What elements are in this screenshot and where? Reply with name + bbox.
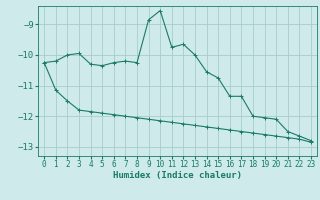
X-axis label: Humidex (Indice chaleur): Humidex (Indice chaleur): [113, 171, 242, 180]
